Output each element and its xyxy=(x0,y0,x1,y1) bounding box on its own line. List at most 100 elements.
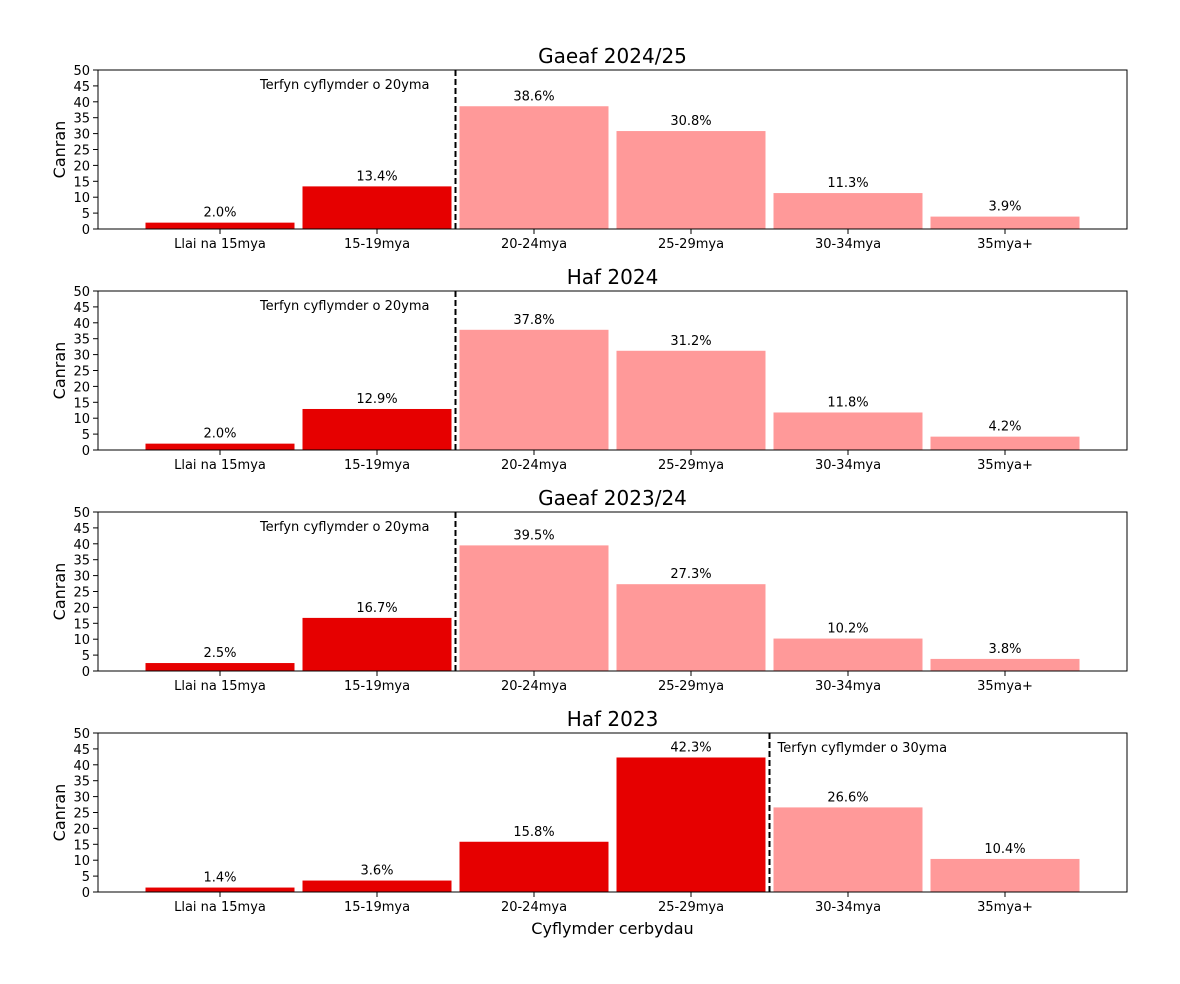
y-tick-label: 25 xyxy=(73,365,90,380)
bar-value-label: 2.5% xyxy=(203,646,236,661)
chart-panel-2: Haf 2024 2.0% 12.9% 37.8% 31.2% 11.8% 4.2% Terf… xyxy=(50,265,1128,473)
chart-panel-3: Gaeaf 2023/24 2.5% 16.7% 39.5% 27.3% 10.2% 3.8… xyxy=(50,486,1128,694)
bar-value-label: 39.5% xyxy=(513,528,554,543)
y-tick-label: 35 xyxy=(73,333,90,348)
y-tick-label: 0 xyxy=(82,223,90,238)
panel-title: Haf 2024 xyxy=(567,265,659,289)
bar-value-label: 2.0% xyxy=(203,206,236,221)
bar-20-24mya xyxy=(459,329,609,450)
x-tick-label: 30-34mya xyxy=(815,900,881,915)
y-tick-label: 40 xyxy=(73,96,90,111)
bar-20-24mya xyxy=(459,841,609,892)
speed-limit-label: Terfyn cyflymder o 20yma xyxy=(259,78,430,93)
y-tick-label: 45 xyxy=(73,80,90,95)
x-tick-label: Llai na 15mya xyxy=(174,237,266,252)
x-tick-label: 20-24mya xyxy=(501,458,567,473)
x-tick-label: 25-29mya xyxy=(658,237,724,252)
y-tick-label: 15 xyxy=(73,617,90,632)
bar-value-label: 3.8% xyxy=(988,642,1021,657)
bar-35mya- xyxy=(930,436,1080,450)
x-tick-label: 20-24mya xyxy=(501,900,567,915)
y-tick-label: 50 xyxy=(73,727,90,742)
y-tick-label: 35 xyxy=(73,554,90,569)
y-tick-label: 30 xyxy=(73,349,90,364)
y-tick-label: 25 xyxy=(73,807,90,822)
bar-value-label: 3.6% xyxy=(360,864,393,879)
bar-value-label: 4.2% xyxy=(988,420,1021,435)
y-tick-label: 20 xyxy=(73,159,90,174)
bar-value-label: 16.7% xyxy=(356,601,397,616)
speed-limit-label: Terfyn cyflymder o 20yma xyxy=(259,520,430,535)
y-tick-label: 0 xyxy=(82,444,90,459)
bar-llai-na-15mya xyxy=(145,222,295,229)
bar-value-label: 2.0% xyxy=(203,427,236,442)
x-tick-label: 20-24mya xyxy=(501,679,567,694)
bar-15-19mya xyxy=(302,186,452,229)
x-tick-label: 35mya+ xyxy=(977,237,1033,252)
bar-value-label: 30.8% xyxy=(670,114,711,129)
bar-value-label: 42.3% xyxy=(670,740,711,755)
y-tick-label: 0 xyxy=(82,886,90,901)
panel-title: Gaeaf 2024/25 xyxy=(538,44,687,68)
chart-panel-4: Haf 2023 1.4% 3.6% 15.8% 42.3% 26.6% 10.4% Terf… xyxy=(50,707,1128,938)
panel-title: Haf 2023 xyxy=(567,707,659,731)
x-tick-label: 20-24mya xyxy=(501,237,567,252)
x-tick-label: 15-19mya xyxy=(344,458,410,473)
y-tick-label: 5 xyxy=(82,870,90,885)
y-tick-label: 15 xyxy=(73,396,90,411)
x-tick-label: 35mya+ xyxy=(977,900,1033,915)
y-tick-label: 45 xyxy=(73,743,90,758)
x-tick-label: 35mya+ xyxy=(977,458,1033,473)
bar-value-label: 11.3% xyxy=(827,176,868,191)
x-tick-label: 30-34mya xyxy=(815,458,881,473)
bar-value-label: 27.3% xyxy=(670,567,711,582)
bar-30-34mya xyxy=(773,193,923,229)
bar-25-29mya xyxy=(616,757,766,892)
y-tick-label: 50 xyxy=(73,285,90,300)
bar-30-34mya xyxy=(773,807,923,892)
y-tick-label: 15 xyxy=(73,175,90,190)
speed-limit-label: Terfyn cyflymder o 30yma xyxy=(777,741,948,756)
x-tick-label: 30-34mya xyxy=(815,679,881,694)
bar-25-29mya xyxy=(616,584,766,671)
bar-value-label: 3.9% xyxy=(988,200,1021,215)
y-tick-label: 10 xyxy=(73,633,90,648)
bar-llai-na-15mya xyxy=(145,443,295,450)
bar-value-label: 38.6% xyxy=(513,89,554,104)
y-axis-label: Canran xyxy=(50,563,69,621)
y-tick-label: 5 xyxy=(82,649,90,664)
bar-value-label: 12.9% xyxy=(356,392,397,407)
y-tick-label: 45 xyxy=(73,301,90,316)
y-tick-label: 30 xyxy=(73,791,90,806)
y-tick-label: 5 xyxy=(82,428,90,443)
speed-limit-label: Terfyn cyflymder o 20yma xyxy=(259,299,430,314)
y-tick-label: 10 xyxy=(73,412,90,427)
bar-llai-na-15mya xyxy=(145,887,295,892)
bar-35mya- xyxy=(930,858,1080,892)
y-tick-label: 35 xyxy=(73,775,90,790)
chart-panel-1: Gaeaf 2024/25 2.0% 13.4% 38.6% 30.8% 11.3% 3.9… xyxy=(50,44,1128,252)
bar-15-19mya xyxy=(302,617,452,671)
y-axis-label: Canran xyxy=(50,121,69,179)
y-tick-label: 20 xyxy=(73,601,90,616)
y-tick-label: 10 xyxy=(73,854,90,869)
y-tick-label: 40 xyxy=(73,538,90,553)
x-tick-label: 15-19mya xyxy=(344,237,410,252)
bar-value-label: 13.4% xyxy=(356,169,397,184)
x-tick-label: 30-34mya xyxy=(815,237,881,252)
bar-value-label: 1.4% xyxy=(203,871,236,886)
bar-value-label: 31.2% xyxy=(670,334,711,349)
bar-value-label: 11.8% xyxy=(827,395,868,410)
x-tick-label: Llai na 15mya xyxy=(174,900,266,915)
bar-30-34mya xyxy=(773,412,923,450)
bar-25-29mya xyxy=(616,350,766,450)
bar-value-label: 15.8% xyxy=(513,825,554,840)
x-tick-label: 15-19mya xyxy=(344,900,410,915)
x-tick-label: 35mya+ xyxy=(977,679,1033,694)
bar-25-29mya xyxy=(616,131,766,229)
bar-value-label: 10.4% xyxy=(984,842,1025,857)
bar-35mya- xyxy=(930,658,1080,671)
y-tick-label: 0 xyxy=(82,665,90,680)
x-tick-label: 25-29mya xyxy=(658,458,724,473)
